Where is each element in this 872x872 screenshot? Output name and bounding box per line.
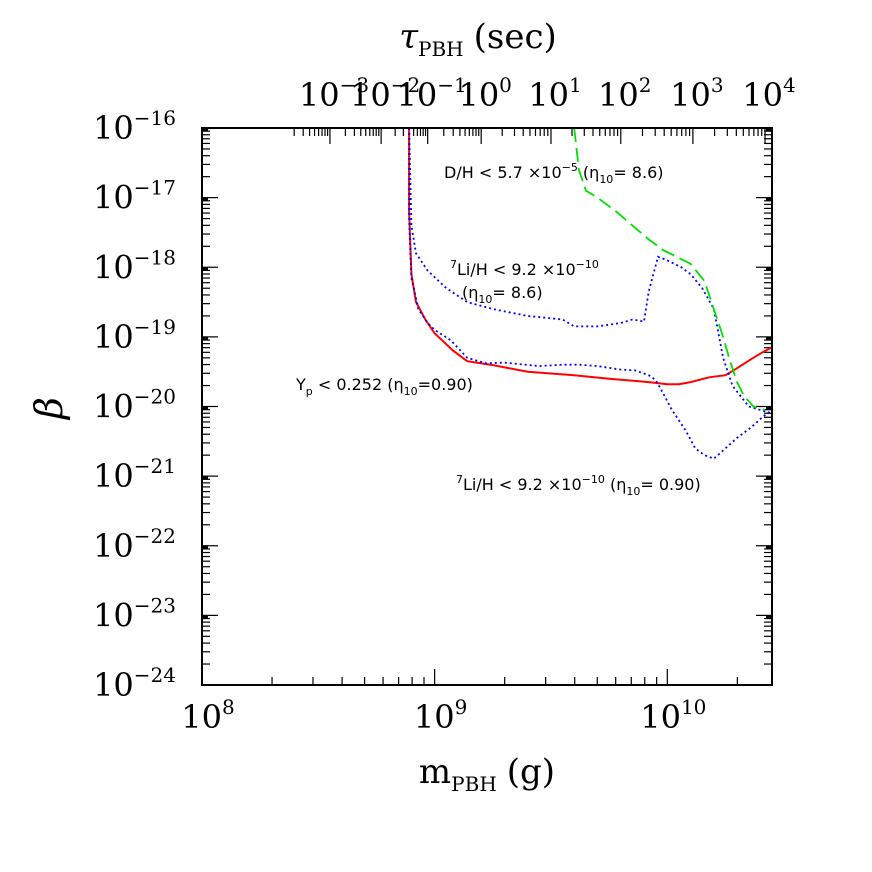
y-tick-label: 10−23 (93, 593, 176, 634)
tick-labels: 108 109 101010−1610−1710−1810−1910−2010−21… (93, 73, 796, 736)
annotation-li-high-line2: (η10= 8.6) (462, 283, 543, 306)
top-tick-label: 103 (670, 73, 723, 114)
y-tick-label: 10−18 (93, 245, 176, 286)
series-line-3 (573, 127, 766, 411)
annotation-dh: D/H < 5.7 ×10−5 (η10= 8.6) (444, 161, 664, 186)
y-tick-label: 10−24 (93, 663, 176, 704)
top-tick-label: 102 (598, 73, 651, 114)
series-line-2 (408, 127, 773, 415)
x-axis-title: mPBH (g) (419, 752, 555, 796)
top-tick-label: 101 (528, 73, 581, 114)
top-tick-label: 10−1 (397, 73, 467, 114)
y-axis-title: β (27, 397, 71, 421)
x-tick-label: 1010 (640, 695, 706, 736)
series-line-0 (408, 128, 773, 386)
constraint-curves (408, 127, 773, 460)
y-tick-label: 10−22 (93, 524, 176, 565)
x-tick-label: 108 (181, 695, 234, 736)
top-tick-label: 10−3 (299, 73, 369, 114)
y-tick-label: 10−17 (93, 176, 176, 217)
annotation-li-low: 7Li/H < 9.2 ×10−10 (η10= 0.90) (456, 473, 701, 498)
y-tick-label: 10−20 (93, 385, 176, 426)
annotation-yp: Yp < 0.252 (η10=0.90) (295, 375, 473, 398)
y-tick-label: 10−16 (93, 106, 176, 147)
x-tick-label: 109 (414, 695, 467, 736)
annotation-li-high-line1: 7Li/H < 9.2 ×10−10 (450, 258, 599, 279)
y-tick-label: 10−21 (93, 454, 176, 495)
top-tick-label: 10−2 (350, 73, 420, 114)
series-line-1 (408, 128, 773, 460)
top-axis-title: τPBH (sec) (399, 17, 557, 61)
y-tick-label: 10−19 (93, 315, 176, 356)
plot-frame (201, 127, 773, 686)
top-tick-label: 104 (742, 73, 795, 114)
axis-ticks (201, 127, 772, 686)
top-tick-label: 100 (458, 73, 511, 114)
